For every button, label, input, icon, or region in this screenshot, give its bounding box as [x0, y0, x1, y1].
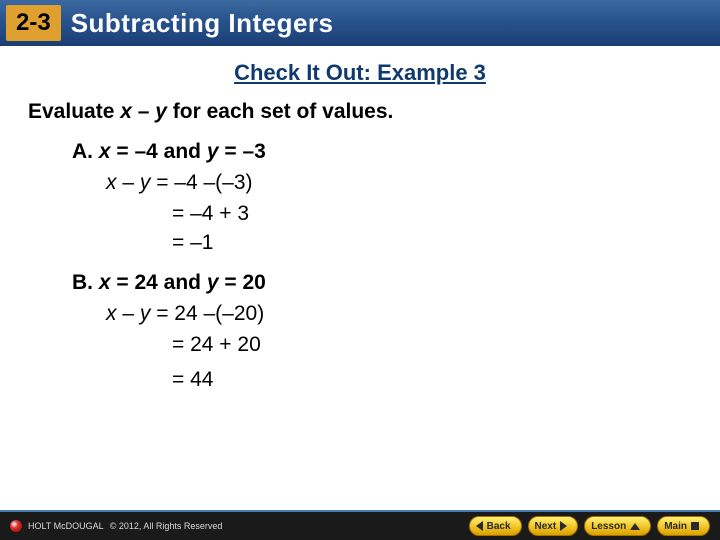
lesson-button[interactable]: Lesson [584, 516, 651, 536]
part-a-work2: = –4 + 3 [172, 200, 692, 228]
lesson-label: Lesson [591, 521, 626, 532]
chapter-title: Subtracting Integers [71, 8, 334, 39]
next-label: Next [535, 521, 557, 532]
workb1-rest: = 24 –(–20) [150, 302, 264, 325]
part-b-eqa: = 24 and [111, 271, 207, 294]
work1-y: y [140, 171, 151, 194]
part-b-label: B. x = 24 and y = 20 [72, 271, 692, 295]
main-label: Main [664, 521, 687, 532]
workb1-mid: – [117, 302, 140, 325]
part-a-pre: A. [72, 140, 99, 163]
part-b-work2: = 24 + 20 [172, 331, 692, 359]
back-label: Back [487, 521, 511, 532]
publisher-logo-icon [10, 520, 22, 532]
part-b-work1: x – y = 24 –(–20) [106, 301, 692, 327]
part-a-x: x [99, 140, 111, 163]
part-a-eqb: = –3 [219, 140, 266, 163]
part-a-y: y [207, 140, 219, 163]
slide: 2-3 Subtracting Integers Check It Out: E… [0, 0, 720, 540]
work1-rest: = –4 –(–3) [150, 171, 252, 194]
work1-mid: – [117, 171, 140, 194]
arrow-up-icon [630, 523, 640, 530]
var-y: y [155, 100, 167, 123]
part-b-work3: = 44 [172, 366, 692, 394]
header-bar: 2-3 Subtracting Integers [0, 0, 720, 46]
lesson-number-badge: 2-3 [6, 5, 61, 41]
next-button[interactable]: Next [528, 516, 579, 536]
square-icon [691, 522, 699, 530]
part-b-y: y [207, 271, 219, 294]
var-x: x [120, 100, 132, 123]
prompt-pre: Evaluate [28, 100, 120, 123]
part-a-work3: = –1 [172, 229, 692, 257]
part-b-pre: B. [72, 271, 99, 294]
publisher-name: HOLT McDOUGAL [28, 521, 104, 531]
main-button[interactable]: Main [657, 516, 710, 536]
part-a-eqa: = –4 and [111, 140, 207, 163]
prompt-mid: – [132, 100, 155, 123]
arrow-right-icon [560, 521, 567, 531]
back-button[interactable]: Back [469, 516, 522, 536]
part-a-label: A. x = –4 and y = –3 [72, 140, 692, 164]
prompt-text: Evaluate x – y for each set of values. [28, 100, 692, 124]
example-title: Check It Out: Example 3 [28, 60, 692, 86]
content-area: Check It Out: Example 3 Evaluate x – y f… [0, 46, 720, 510]
part-b-x: x [99, 271, 111, 294]
workb1-y: y [140, 302, 151, 325]
part-a-work1: x – y = –4 –(–3) [106, 170, 692, 196]
copyright-text: © 2012, All Rights Reserved [110, 521, 223, 531]
part-b-eqb: = 20 [219, 271, 266, 294]
copyright: HOLT McDOUGAL © 2012, All Rights Reserve… [10, 520, 222, 532]
work1-x: x [106, 171, 117, 194]
nav-buttons: Back Next Lesson Main [469, 516, 710, 536]
footer-bar: HOLT McDOUGAL © 2012, All Rights Reserve… [0, 510, 720, 540]
workb1-x: x [106, 302, 117, 325]
arrow-left-icon [476, 521, 483, 531]
prompt-post: for each set of values. [167, 100, 393, 123]
